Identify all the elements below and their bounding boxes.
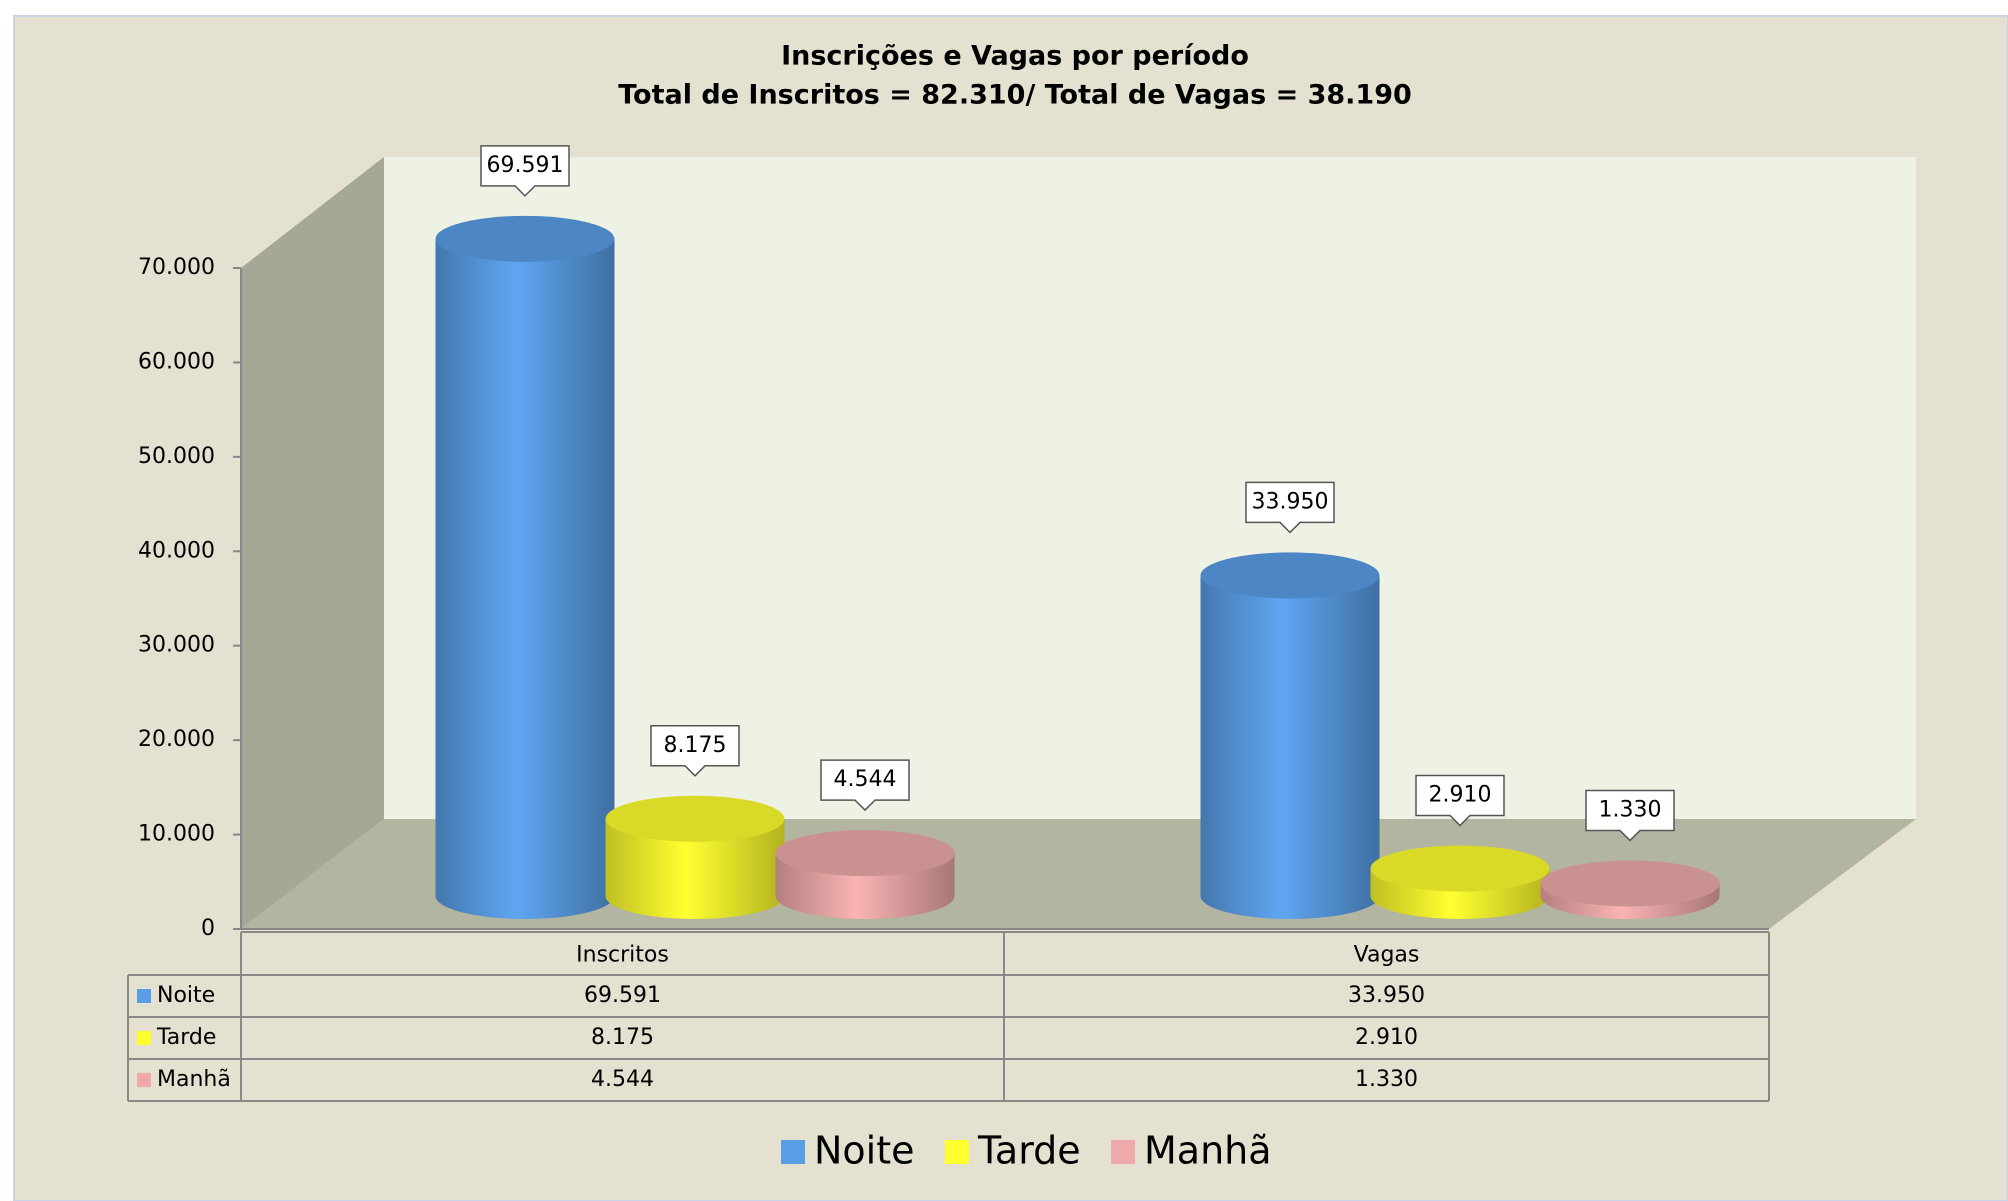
table-legend-key xyxy=(137,1031,151,1045)
y-tick-label: 40.000 xyxy=(138,538,215,563)
callout-box xyxy=(650,725,740,777)
chart-title: Inscrições e Vagas por período xyxy=(781,41,1249,72)
table-cell: 2.910 xyxy=(1355,1025,1418,1050)
x-tick-label: Inscritos xyxy=(576,943,669,968)
bar-top xyxy=(605,795,785,842)
table-row-label: Manhã xyxy=(157,1067,231,1092)
y-tick-label: 70.000 xyxy=(138,255,215,280)
table-cell: 69.591 xyxy=(584,983,661,1008)
y-tick-label: 50.000 xyxy=(138,444,215,469)
table-legend-key xyxy=(137,989,151,1003)
side-wall xyxy=(241,157,384,929)
table-cell: 33.950 xyxy=(1348,983,1425,1008)
bar xyxy=(1200,552,1380,920)
bar-top xyxy=(1200,552,1380,599)
y-tick-label: 20.000 xyxy=(138,727,215,752)
data-label: 69.591 xyxy=(487,153,564,178)
bar-body xyxy=(435,238,615,920)
legend-label: Tarde xyxy=(977,1129,1081,1173)
data-label: 8.175 xyxy=(664,733,727,758)
bar xyxy=(1370,845,1550,920)
table-cell: 1.330 xyxy=(1355,1067,1418,1092)
x-tick-label: Vagas xyxy=(1354,943,1420,968)
y-tick-label: 60.000 xyxy=(138,349,215,374)
bar-top xyxy=(1370,845,1550,892)
callout-box xyxy=(480,145,570,197)
data-label: 1.330 xyxy=(1599,797,1662,822)
y-tick-label: 10.000 xyxy=(138,822,215,847)
data-label: 2.910 xyxy=(1429,783,1492,808)
bar-top xyxy=(435,215,615,262)
bar xyxy=(1540,860,1720,920)
bar-body xyxy=(605,818,785,920)
table-row-label: Noite xyxy=(157,983,215,1008)
bar xyxy=(605,795,785,920)
legend-label: Noite xyxy=(814,1129,915,1173)
legend-key xyxy=(1111,1140,1135,1164)
legend-key xyxy=(781,1140,805,1164)
bar xyxy=(775,830,955,920)
callout-box xyxy=(1415,774,1505,827)
bar-body xyxy=(1200,575,1380,920)
data-label: 33.950 xyxy=(1252,489,1329,514)
y-tick-label: 30.000 xyxy=(138,633,215,658)
table-cell: 8.175 xyxy=(591,1025,654,1050)
callout-box xyxy=(1245,481,1335,534)
table-legend-key xyxy=(137,1073,151,1087)
bar-top xyxy=(775,830,955,877)
table-row-label: Tarde xyxy=(156,1025,216,1050)
back-wall xyxy=(384,157,1916,819)
table-cell: 4.544 xyxy=(591,1067,654,1092)
y-tick-label: 0 xyxy=(201,916,215,941)
legend-key xyxy=(945,1140,969,1164)
bar-top xyxy=(1540,860,1720,907)
bar xyxy=(435,215,615,920)
data-label: 4.544 xyxy=(834,767,897,792)
callout-box xyxy=(1585,789,1675,842)
chart-subtitle: Total de Inscritos = 82.310/ Total de Va… xyxy=(618,80,1412,111)
callout-box xyxy=(820,759,910,812)
legend-label: Manhã xyxy=(1144,1129,1272,1173)
